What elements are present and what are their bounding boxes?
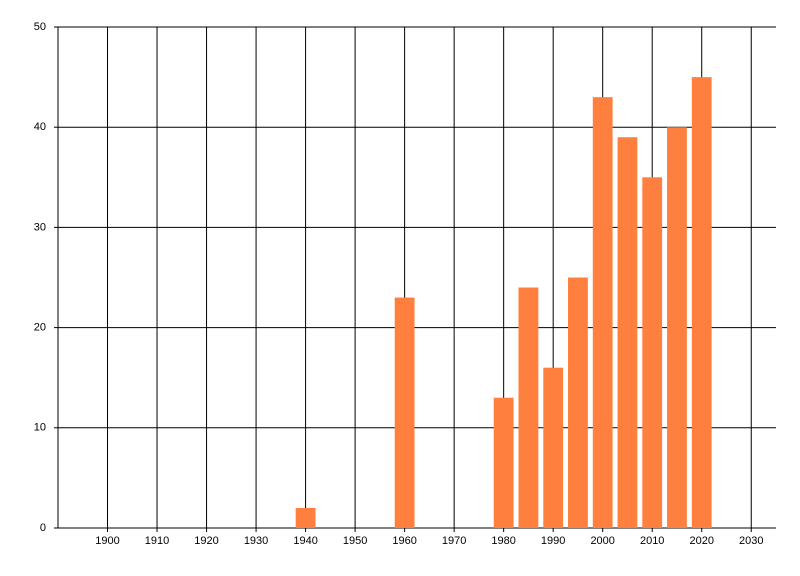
x-tick-label: 1980 — [491, 535, 515, 547]
bar — [691, 77, 712, 528]
bar — [667, 127, 687, 528]
x-tick-label: 1950 — [343, 535, 367, 547]
y-tick-label: 10 — [34, 422, 46, 434]
x-tick-label: 1900 — [95, 535, 119, 547]
bar — [493, 397, 514, 528]
y-tick-label: 0 — [40, 522, 46, 534]
y-tick-label: 50 — [34, 21, 46, 33]
y-tick-label: 20 — [34, 322, 46, 334]
x-tick-label: 2010 — [640, 535, 664, 547]
bar — [592, 97, 613, 528]
x-tick-label: 1970 — [442, 535, 466, 547]
x-tick-label: 1990 — [541, 535, 565, 547]
x-tick-label: 1930 — [244, 535, 268, 547]
x-tick-label: 2000 — [590, 535, 614, 547]
x-tick-label: 2030 — [739, 535, 763, 547]
x-tick-label: 1910 — [145, 535, 169, 547]
y-tick-label: 40 — [34, 121, 46, 133]
bar — [543, 367, 564, 528]
bar — [642, 177, 663, 529]
x-tick-label: 1920 — [194, 535, 218, 547]
bar — [518, 287, 539, 528]
bar — [568, 277, 588, 528]
bar — [394, 297, 415, 528]
bar — [617, 137, 638, 528]
x-tick-label: 1940 — [293, 535, 317, 547]
y-tick-label: 30 — [34, 221, 46, 233]
x-tick-label: 1960 — [392, 535, 416, 547]
x-tick-label: 2020 — [689, 535, 713, 547]
bar — [295, 507, 316, 528]
